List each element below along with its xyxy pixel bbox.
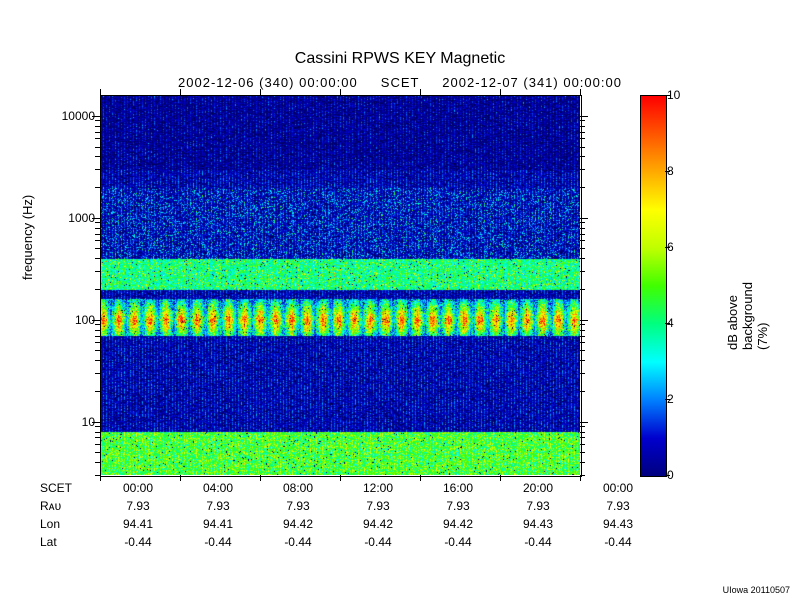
colorbar-label: dB above background (7%) bbox=[725, 275, 770, 350]
subtitle-left: 2002-12-06 (340) 00:00:00 bbox=[178, 75, 358, 90]
x-axis-row-label: SCET bbox=[40, 481, 98, 495]
x-axis-cell: -0.44 bbox=[98, 535, 178, 549]
x-axis-cell: -0.44 bbox=[578, 535, 658, 549]
x-axis-cell: 7.93 bbox=[98, 499, 178, 513]
x-axis-row-label: Lat bbox=[40, 535, 98, 549]
y-tick-label: 10 bbox=[45, 415, 95, 429]
x-axis-cell: 12:00 bbox=[338, 481, 418, 495]
x-axis-cell: 04:00 bbox=[178, 481, 258, 495]
x-axis-cell: -0.44 bbox=[258, 535, 338, 549]
x-axis-cell: 7.93 bbox=[178, 499, 258, 513]
x-axis-cell: 94.41 bbox=[178, 517, 258, 531]
x-axis-cell: -0.44 bbox=[178, 535, 258, 549]
subtitle-right: 2002-12-07 (341) 00:00:00 bbox=[442, 75, 622, 90]
y-tick-label: 1000 bbox=[45, 211, 95, 225]
x-axis-cell: 7.93 bbox=[258, 499, 338, 513]
x-axis-row: Rᴀᴜ7.937.937.937.937.937.937.93 bbox=[40, 498, 658, 514]
x-axis-cell: 20:00 bbox=[498, 481, 578, 495]
x-axis-cell: 7.93 bbox=[418, 499, 498, 513]
chart-title: Cassini RPWS KEY Magnetic bbox=[0, 50, 800, 68]
x-axis-row: Lon94.4194.4194.4294.4294.4294.4394.43 bbox=[40, 516, 658, 532]
x-axis-row: Lat-0.44-0.44-0.44-0.44-0.44-0.44-0.44 bbox=[40, 534, 658, 550]
y-tick-label: 100 bbox=[45, 313, 95, 327]
spectrogram-plot bbox=[100, 95, 580, 475]
x-axis-cell: 08:00 bbox=[258, 481, 338, 495]
x-axis-cell: -0.44 bbox=[498, 535, 578, 549]
x-axis-cell: 00:00 bbox=[98, 481, 178, 495]
x-axis-cell: 94.42 bbox=[338, 517, 418, 531]
x-axis-row-label: Rᴀᴜ bbox=[40, 499, 98, 513]
footer-text: UIowa 20110507 bbox=[723, 585, 790, 595]
x-axis-cell: 94.41 bbox=[98, 517, 178, 531]
x-axis-cell: 00:00 bbox=[578, 481, 658, 495]
y-axis-label: frequency (Hz) bbox=[20, 195, 35, 280]
x-axis-cell: -0.44 bbox=[338, 535, 418, 549]
y-tick-label: 10000 bbox=[45, 109, 95, 123]
x-axis-cell: -0.44 bbox=[418, 535, 498, 549]
x-axis-cell: 16:00 bbox=[418, 481, 498, 495]
subtitle-mid: SCET bbox=[381, 75, 419, 90]
chart-container: Cassini RPWS KEY Magnetic 2002-12-06 (34… bbox=[0, 0, 800, 600]
x-axis-cell: 94.42 bbox=[418, 517, 498, 531]
colorbar bbox=[640, 95, 667, 477]
x-axis-cell: 94.43 bbox=[498, 517, 578, 531]
x-axis-labels: SCET00:0004:0008:0012:0016:0020:0000:00R… bbox=[40, 480, 658, 552]
x-axis-cell: 94.43 bbox=[578, 517, 658, 531]
x-axis-cell: 7.93 bbox=[338, 499, 418, 513]
x-axis-row: SCET00:0004:0008:0012:0016:0020:0000:00 bbox=[40, 480, 658, 496]
x-axis-cell: 7.93 bbox=[578, 499, 658, 513]
x-axis-row-label: Lon bbox=[40, 517, 98, 531]
x-axis-cell: 94.42 bbox=[258, 517, 338, 531]
x-axis-cell: 7.93 bbox=[498, 499, 578, 513]
